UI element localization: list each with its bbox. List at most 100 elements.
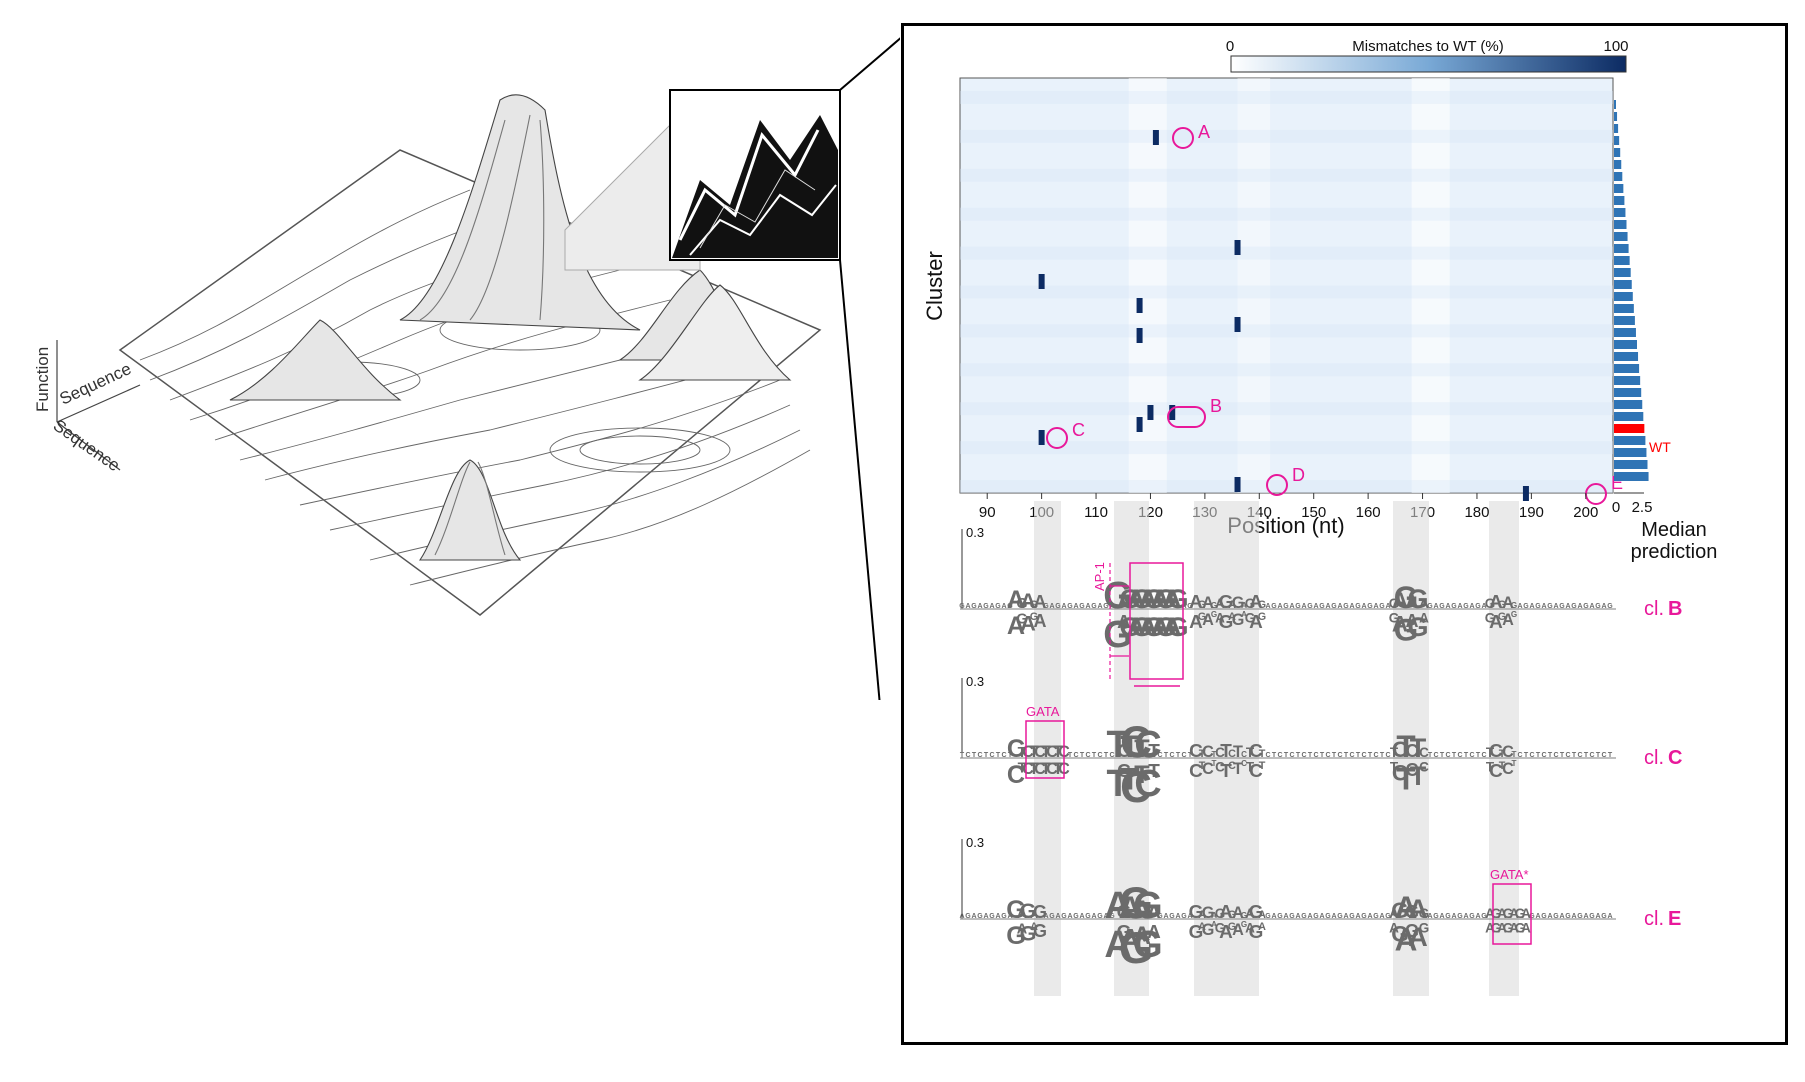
motif-label-gata: GATA — [1026, 704, 1060, 719]
logo-glyph: T — [1018, 745, 1027, 761]
logo-glyph: A — [1232, 904, 1244, 922]
logo-glyph: A — [1228, 599, 1236, 611]
mismatch-cell — [1522, 486, 1529, 501]
logo-glyph: C — [1228, 760, 1236, 772]
logo-glyph: G — [1119, 924, 1153, 973]
cluster-label: cl. E — [1644, 908, 1681, 930]
logo-glyph: A — [1271, 913, 1276, 920]
logo-glyph: A — [1325, 603, 1330, 610]
median-bar — [1614, 268, 1631, 277]
logo-glyph: A — [1406, 592, 1419, 612]
logo-glyph: G — [983, 603, 989, 610]
logo-glyph: T — [1246, 745, 1255, 760]
logo-glyph: G — [1419, 921, 1430, 936]
logo-glyph: G — [1085, 913, 1091, 920]
ap1-box — [1129, 562, 1184, 680]
heatmap-row — [960, 168, 1613, 182]
logo-glyph: G — [1389, 596, 1400, 611]
logo-glyph: A — [1337, 603, 1342, 610]
logo-glyph: A — [1373, 603, 1378, 610]
logo-glyph: C — [1073, 752, 1078, 759]
callout-circle-c — [1046, 427, 1068, 449]
logo-glyph: A — [1379, 913, 1384, 920]
logo-glyph: C — [1325, 752, 1330, 759]
median-bar — [1614, 412, 1644, 421]
median-bar — [1614, 124, 1619, 133]
logo-glyph: G — [1355, 603, 1361, 610]
logo-glyph: A — [1389, 921, 1399, 936]
logo-glyph: G — [1301, 913, 1307, 920]
logo-glyph: G — [1061, 913, 1067, 920]
logo-glyph: A — [1198, 909, 1206, 921]
logo-glyph: A — [1258, 921, 1266, 933]
logo-glyph: T — [1584, 752, 1589, 759]
callout-a: A — [1198, 122, 1210, 142]
median-bar — [1614, 292, 1633, 301]
logo-glyph: A — [1289, 603, 1294, 610]
mismatch-cell — [1038, 430, 1045, 445]
analysis-figure: 0 Mismatches to WT (%) 100 A B C D E C — [922, 38, 1717, 996]
logo-glyph: G — [1559, 603, 1565, 610]
logo-glyph: C — [1406, 741, 1419, 761]
logo-glyph: C — [965, 752, 970, 759]
logo-glyph: G — [1143, 584, 1164, 614]
logo-glyph: A — [1020, 588, 1036, 613]
logo-glyph: G — [1379, 603, 1385, 610]
logo-glyph: A — [1245, 906, 1255, 921]
logo-glyph: T — [1486, 760, 1495, 775]
logo-glyph: A — [1119, 889, 1142, 925]
heatmap-row — [960, 285, 1613, 299]
logo-glyph: C — [1385, 752, 1390, 759]
logo-glyph: G — [1189, 902, 1204, 923]
logo-glyph: C — [1529, 752, 1534, 759]
logo-glyph: T — [1246, 760, 1255, 775]
median-bar — [1614, 280, 1632, 289]
x-tick-label: 160 — [1356, 504, 1381, 521]
logo-glyph: G — [1097, 913, 1103, 920]
logo-glyph: A — [1395, 922, 1418, 958]
logo-glyph: G — [1307, 603, 1313, 610]
logo-glyph: A — [1232, 921, 1244, 939]
logo-glyph: A — [1439, 913, 1444, 920]
logo-glyph: G — [1215, 906, 1226, 921]
logo-glyph: A — [1517, 603, 1522, 610]
logo-glyph: C — [1337, 752, 1342, 759]
logo-glyph: A — [1138, 612, 1158, 642]
mismatch-cell — [1136, 328, 1143, 343]
logo-glyph: A — [977, 603, 982, 610]
logo-glyph: G — [995, 603, 1001, 610]
logo-glyph: G — [1503, 906, 1514, 921]
logo-glyph: A — [1034, 611, 1047, 631]
logo-glyph: C — [1541, 752, 1546, 759]
logo-glyph: A — [1162, 584, 1182, 614]
logo-glyph: A — [1126, 584, 1146, 614]
logo-glyph: C — [1228, 748, 1236, 760]
logo-glyph: A — [1241, 610, 1247, 619]
logo-glyph: G — [1463, 603, 1469, 610]
logo-glyph: C — [1241, 750, 1247, 759]
logo-glyph: A — [1097, 603, 1102, 610]
logo-glyph: G — [1006, 896, 1026, 924]
logo-glyph: C — [1392, 737, 1408, 762]
logo-glyph: A — [1427, 913, 1432, 920]
logo-glyph: A — [1245, 921, 1255, 936]
logo-glyph: G — [1515, 906, 1526, 921]
median-bar — [1614, 460, 1648, 469]
y-axis-label: Cluster — [922, 251, 947, 321]
median-label: Median — [1641, 519, 1707, 541]
logo-glyph: G — [1283, 603, 1289, 610]
logo-glyph: G — [1571, 603, 1577, 610]
logo-glyph: T — [1134, 761, 1150, 789]
logo-glyph: A — [1241, 601, 1247, 610]
mismatch-cell — [1136, 417, 1143, 432]
logo-glyph: T — [972, 752, 977, 759]
median-bar — [1614, 220, 1627, 229]
colorbar-title: Mismatches to WT (%) — [1352, 38, 1503, 55]
logo-glyph: G — [1325, 913, 1331, 920]
logo-glyph: G — [1228, 921, 1236, 933]
logo-glyph: T — [1199, 748, 1206, 760]
median-bar — [1614, 340, 1637, 349]
callout-circle-a — [1172, 127, 1194, 149]
